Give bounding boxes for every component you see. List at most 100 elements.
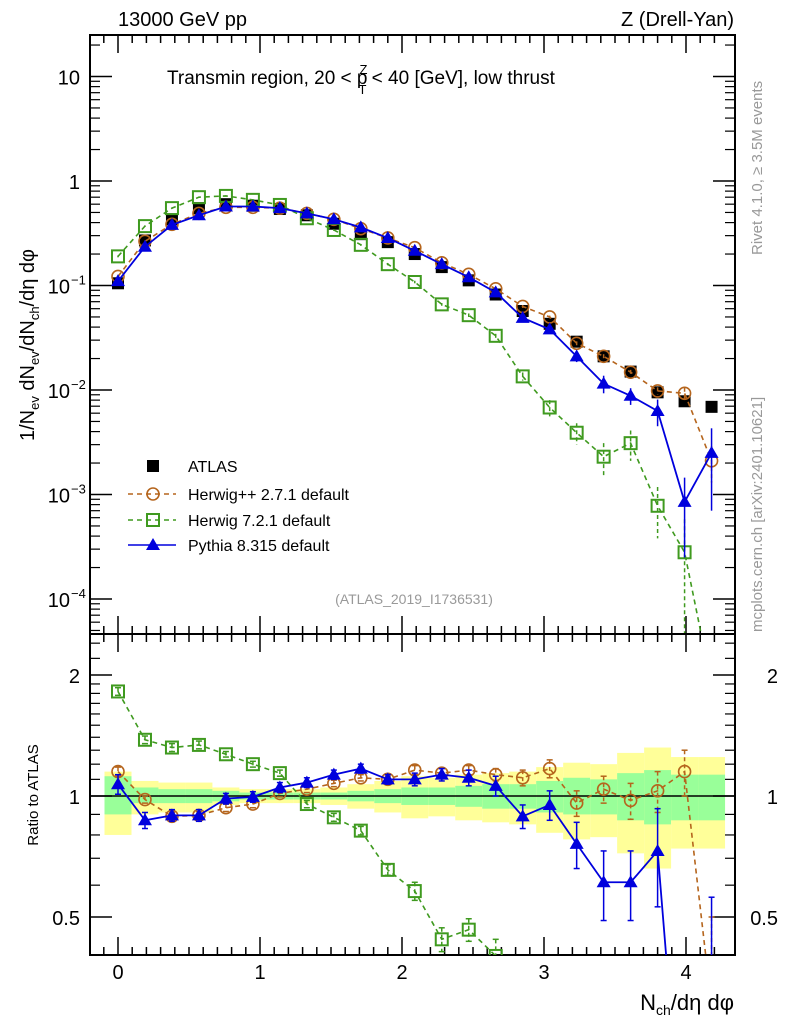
legend: ATLAS Herwig++ 2.7.1 default Herwig 7.2.1 … [128, 459, 350, 555]
data-point [596, 349, 611, 364]
ratio-y-tick-label-right: 0.5 [750, 908, 778, 930]
header-left-label: 13000 GeV pp [118, 9, 247, 31]
rivet-label: Rivet 4.1.0, ≥ 3.5M events [749, 81, 766, 255]
data-point [515, 369, 530, 384]
series-line [117, 195, 702, 634]
ratio-data-point [353, 823, 368, 838]
ratio-data-point [299, 775, 314, 788]
data-point [623, 436, 638, 451]
ratio-data-point [326, 810, 341, 825]
ratio-data-point [542, 761, 557, 776]
ratio-data-point [461, 922, 476, 937]
x-axis-label: Nch/dη dφ [640, 990, 734, 1018]
y-tick-label: 10 [48, 486, 70, 508]
ratio-data-point [650, 843, 665, 856]
data-point [353, 237, 368, 252]
data-point [299, 206, 314, 219]
x-tick-label: 3 [538, 962, 549, 984]
legend-item: Herwig++ 2.7.1 default [128, 487, 350, 504]
data-point [434, 297, 449, 312]
ratio-data-point [623, 793, 638, 808]
main-title-sup: Z [359, 62, 367, 77]
x-tick-label: 4 [680, 962, 691, 984]
ylabel-part-0: 1/N [17, 410, 39, 441]
axis-frame [89, 633, 736, 956]
main-title-before: Transmin region, 20 < p [167, 68, 367, 89]
legend-item: ATLAS [147, 459, 238, 476]
data-point [380, 257, 395, 272]
ratio-data-point [299, 797, 314, 812]
legend-marker [146, 487, 160, 501]
ratio-data-point [218, 791, 233, 804]
ratio-series-line [117, 691, 496, 955]
legend-label: Pythia 8.315 default [188, 538, 330, 555]
axis-frame [89, 34, 736, 635]
y-tick-exponent: −2 [71, 377, 86, 392]
ratio-data-point [326, 767, 341, 780]
y-tick-label: 10 [48, 277, 70, 299]
data-point [353, 220, 368, 233]
ratio-data-point [515, 809, 530, 822]
header-right-label: Z (Drell-Yan) [621, 9, 734, 31]
ratio-data-point [245, 789, 260, 802]
data-point [461, 308, 476, 323]
ratio-panel: 2 2 1 1 0.5 0.5 0 1 2 3 4 [52, 633, 778, 984]
series-atlas [112, 198, 718, 413]
data-point [137, 239, 152, 252]
data-point [218, 199, 233, 212]
data-point [164, 217, 179, 230]
legend-item: Pythia 8.315 default [128, 538, 330, 555]
data-point [164, 201, 179, 216]
ratio-y-tick-label-right: 2 [767, 666, 778, 688]
data-point [542, 400, 557, 415]
ratio-data-point [380, 862, 395, 877]
legend-item: Herwig 7.2.1 default [128, 513, 331, 530]
data-point [137, 219, 152, 234]
data-point [245, 199, 260, 212]
ylabel-part-5: ch [27, 306, 42, 320]
xlabel-part-1: ch [656, 1002, 671, 1018]
data-point [515, 310, 530, 323]
data-point [650, 498, 665, 513]
ylabel-part-4: /dN [17, 320, 39, 351]
ratio-data-point [705, 967, 719, 979]
ratio-data-point [515, 770, 530, 785]
ratio-data-point [596, 875, 611, 888]
y-tick-label: 10 [58, 68, 80, 90]
data-point [596, 449, 611, 464]
data-point [623, 365, 638, 380]
data-point [706, 679, 718, 691]
data-point [596, 376, 611, 389]
ratio-data-point [191, 737, 206, 752]
xlabel-part-2: /dη dφ [671, 990, 734, 1015]
ratio-data-point [164, 808, 179, 821]
y-tick-label: 10 [48, 590, 70, 612]
legend-marker [146, 538, 160, 550]
ratio-data-point [434, 932, 449, 947]
ratio-data-point [191, 808, 206, 821]
ratio-data [111, 684, 719, 979]
y-tick-label: 10 [48, 381, 70, 403]
data-point [623, 388, 638, 401]
watermark: (ATLAS_2019_I1736531) [335, 591, 493, 607]
data-point [704, 445, 719, 458]
ratio-data-point [272, 766, 287, 781]
data-point [191, 208, 206, 221]
data-point [650, 403, 665, 416]
y-tick-exponent: −1 [71, 273, 86, 288]
ratio-y-tick-label-right: 1 [767, 787, 778, 809]
ratio-data-point [488, 778, 503, 791]
ratio-data-point [488, 948, 503, 955]
ratio-data-point [650, 784, 665, 798]
ratio-data-point [137, 813, 152, 826]
mcplots-label: mcplots.cern.ch [arXiv:2401.10621] [749, 397, 766, 632]
main-title-sub: T [358, 82, 366, 97]
ratio-data-point [407, 884, 422, 899]
ratio-series-line [117, 767, 707, 955]
main-data [111, 188, 719, 691]
ratio-data-point [434, 767, 449, 780]
ratio-y-axis-label: Ratio to ATLAS [25, 744, 42, 845]
legend-label: Herwig++ 2.7.1 default [188, 487, 350, 504]
